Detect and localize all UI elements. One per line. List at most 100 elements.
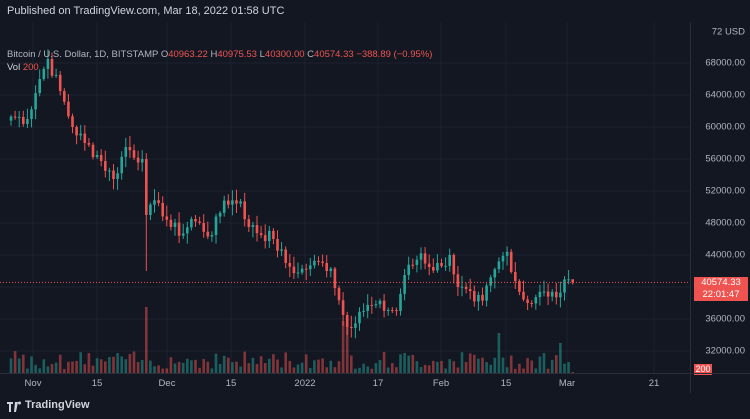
time-tick: 17: [372, 378, 384, 389]
volume-bar: [313, 360, 316, 373]
volume-bar: [124, 359, 128, 373]
candle-body: [79, 133, 82, 136]
volume-bar: [571, 372, 574, 373]
volume-bar: [198, 367, 201, 373]
volume-bar: [87, 353, 91, 373]
volume-bar: [460, 352, 464, 373]
candle-body: [538, 291, 542, 298]
candle-body: [169, 219, 173, 227]
volume-bar: [95, 358, 99, 373]
time-tick: 21: [648, 378, 660, 389]
volume-bar: [452, 361, 456, 373]
volume-bar: [104, 361, 107, 373]
volume-bar: [514, 368, 517, 373]
candle-body: [399, 293, 402, 311]
volume-bar: [509, 355, 513, 373]
volume-legend: Vol 200: [7, 62, 39, 73]
price-tick: 64000.00: [705, 89, 745, 101]
bar-countdown: 22:01:47: [702, 289, 740, 300]
candle-body: [432, 267, 435, 271]
volume-bar: [489, 364, 492, 373]
volume-bar: [120, 356, 123, 373]
last-price-label: 40574.33 22:01:47: [694, 277, 748, 301]
candle-body: [296, 272, 300, 274]
candle-body: [63, 91, 66, 102]
volume-bar: [526, 358, 529, 373]
symbol-title[interactable]: Bitcoin / U.S. Dollar, 1D, BITSTAMP: [7, 49, 159, 60]
volume-bar: [190, 360, 193, 373]
candle-body: [276, 239, 279, 251]
price-axis[interactable]: 72 USD 68000.00 64000.00 60000.00 56000.…: [690, 22, 750, 373]
tradingview-logo-icon[interactable]: [7, 400, 21, 412]
volume-bar: [399, 354, 402, 373]
candle-body: [333, 268, 337, 289]
candle-body: [194, 219, 197, 222]
volume-bar: [530, 360, 533, 373]
high-value: 40975.53: [217, 49, 257, 60]
candle-body: [231, 200, 234, 205]
volume-bar: [83, 364, 87, 373]
candle-body: [75, 127, 78, 136]
volume-bar: [493, 357, 497, 373]
candle-body: [419, 253, 423, 260]
volume-bar: [181, 362, 185, 373]
volume-bar: [440, 360, 443, 373]
candle-body: [563, 279, 566, 293]
candlestick-chart[interactable]: Bitcoin / U.S. Dollar, 1D, BITSTAMP O409…: [0, 22, 690, 373]
candle-body: [268, 230, 271, 242]
candle-body: [309, 265, 312, 270]
volume-bar: [38, 368, 41, 373]
candle-body: [120, 156, 123, 174]
volume-bar: [456, 367, 460, 373]
volume-label[interactable]: Vol: [7, 62, 21, 73]
volume-bar: [194, 359, 197, 373]
volume-bar: [108, 357, 111, 373]
volume-bar: [309, 368, 312, 373]
candle-body: [235, 200, 238, 204]
candle-body: [325, 263, 328, 272]
change-value: −388.89 (−0.95%): [356, 49, 433, 60]
time-tick: Dec: [158, 378, 176, 389]
volume-bar: [263, 362, 267, 373]
candle-body: [13, 116, 17, 118]
candle-body: [321, 261, 324, 263]
candle-body: [477, 294, 480, 302]
volume-bar: [161, 368, 164, 373]
candle-body: [452, 255, 456, 275]
volume-value: 200: [22, 62, 39, 73]
volume-bar: [518, 363, 521, 373]
brand-name[interactable]: TradingView: [25, 399, 90, 411]
candle-body: [177, 222, 181, 236]
candle-body: [153, 200, 156, 205]
candle-body: [354, 323, 357, 328]
footer: TradingView: [0, 393, 750, 419]
volume-bar: [358, 367, 361, 373]
candle-body: [378, 300, 382, 305]
volume-bar: [345, 321, 349, 373]
time-tick: Nov: [24, 378, 42, 389]
volume-bar: [112, 356, 115, 373]
candle-body: [395, 310, 398, 312]
candle-body: [272, 230, 275, 239]
candle-body: [489, 277, 492, 286]
volume-bar: [58, 354, 62, 373]
volume-bar: [140, 359, 144, 373]
volume-bar: [13, 351, 17, 373]
volume-bar: [522, 368, 525, 373]
time-axis[interactable]: Nov 15 Dec 15 2022 17 Feb 15 Mar 21: [0, 373, 690, 394]
volume-bar: [563, 363, 566, 373]
volume-bar: [481, 357, 484, 373]
axis-corner: [690, 373, 750, 394]
candle-body: [337, 288, 341, 301]
candle-body: [149, 204, 152, 215]
volume-bar: [91, 365, 95, 373]
candle-body: [255, 225, 259, 234]
volume-bar: [444, 368, 447, 373]
candle-body: [145, 159, 148, 215]
candle-body: [567, 279, 570, 281]
candle-body: [403, 275, 406, 294]
volume-bar: [50, 363, 54, 373]
candle-body: [370, 304, 374, 306]
candle-body: [157, 200, 160, 203]
chart-canvas[interactable]: [0, 22, 690, 373]
